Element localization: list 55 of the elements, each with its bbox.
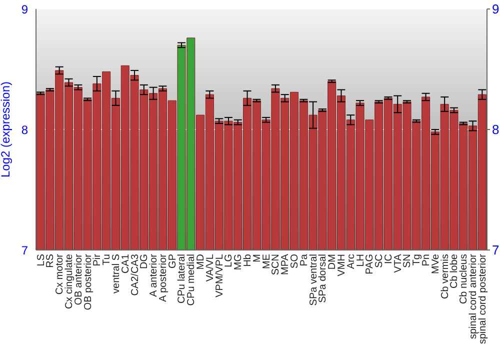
x-tick-label: RS [45,254,56,268]
x-tick-label: Tu [102,254,113,266]
x-tick-label: Cb vermis [440,254,451,300]
x-tick-label: CPu lateral [176,254,188,304]
y-tick-label: 9 [21,2,28,16]
x-tick-label: M [252,254,263,262]
x-tick-label: Cb nucleus [458,254,470,304]
x-tick-label: Pa [298,254,310,266]
x-tick-label: SN [402,254,414,268]
x-tick-label: Arc [346,254,357,269]
x-tick-label: IC [383,254,394,264]
y2-tick-label: 9 [492,2,500,17]
y2-tick-label: 7 [492,242,500,258]
x-tick-label: spinal cord anterior [468,253,480,340]
x-tick-label: VPM/VPL [214,254,226,298]
x-tick-label: A anterior [148,253,160,297]
x-tick-label: OB posterior [82,253,94,310]
x-tick-label: Cx cingulate [64,254,75,310]
x-tick-label: Pn [421,254,432,266]
x-tick-label: GP [167,254,178,268]
x-tick-label: LH [355,254,366,267]
x-tick-label: SPa ventral [308,254,320,306]
y-axis-title: Log2 (expression) [0,81,12,178]
x-tick-label: MG [233,254,244,270]
x-tick-label: Cx motor [54,253,66,295]
x-tick-label: OB anterior [73,253,84,306]
x-tick-label: Hb [242,254,254,267]
x-tick-label: SPa dorsal [318,254,329,303]
x-tick-label: LG [224,254,235,268]
y-tick-label: 7 [21,243,28,258]
x-tick-label: DM [327,254,338,270]
x-tick-label: VA/VL [204,254,216,282]
x-tick-label: LS [36,254,47,266]
x-tick-label: MPA [280,254,292,275]
x-tick-label: Cb lobe [449,254,460,288]
x-tick-label: CA2/CA3 [130,254,141,296]
x-tick-label: ME [261,254,272,269]
x-tick-label: MD [196,254,207,270]
x-tick-label: VTA [392,254,404,273]
x-tick-label: spinal cord posterior [477,253,488,344]
x-tick-label: Pir [92,253,104,266]
x-tick-label: PAG [364,254,376,274]
x-tick-label: A posterior [158,253,169,302]
x-tick-label: SC [374,254,386,268]
y-tick-label: 8 [21,122,28,137]
x-tick-label: DG [139,254,150,269]
x-tick-label: VMH [336,254,348,276]
x-tick-label: ventral S [110,254,122,294]
x-tick-label: CPu medial [186,254,198,306]
y2-tick-label: 8 [492,122,500,138]
x-tick-label: SO [289,254,300,268]
x-tick-label: MVe [430,254,442,274]
x-tick-label: SCN [270,254,282,276]
x-tick-label: CA1 [120,254,132,274]
x-tick-label: Tg [412,254,423,266]
